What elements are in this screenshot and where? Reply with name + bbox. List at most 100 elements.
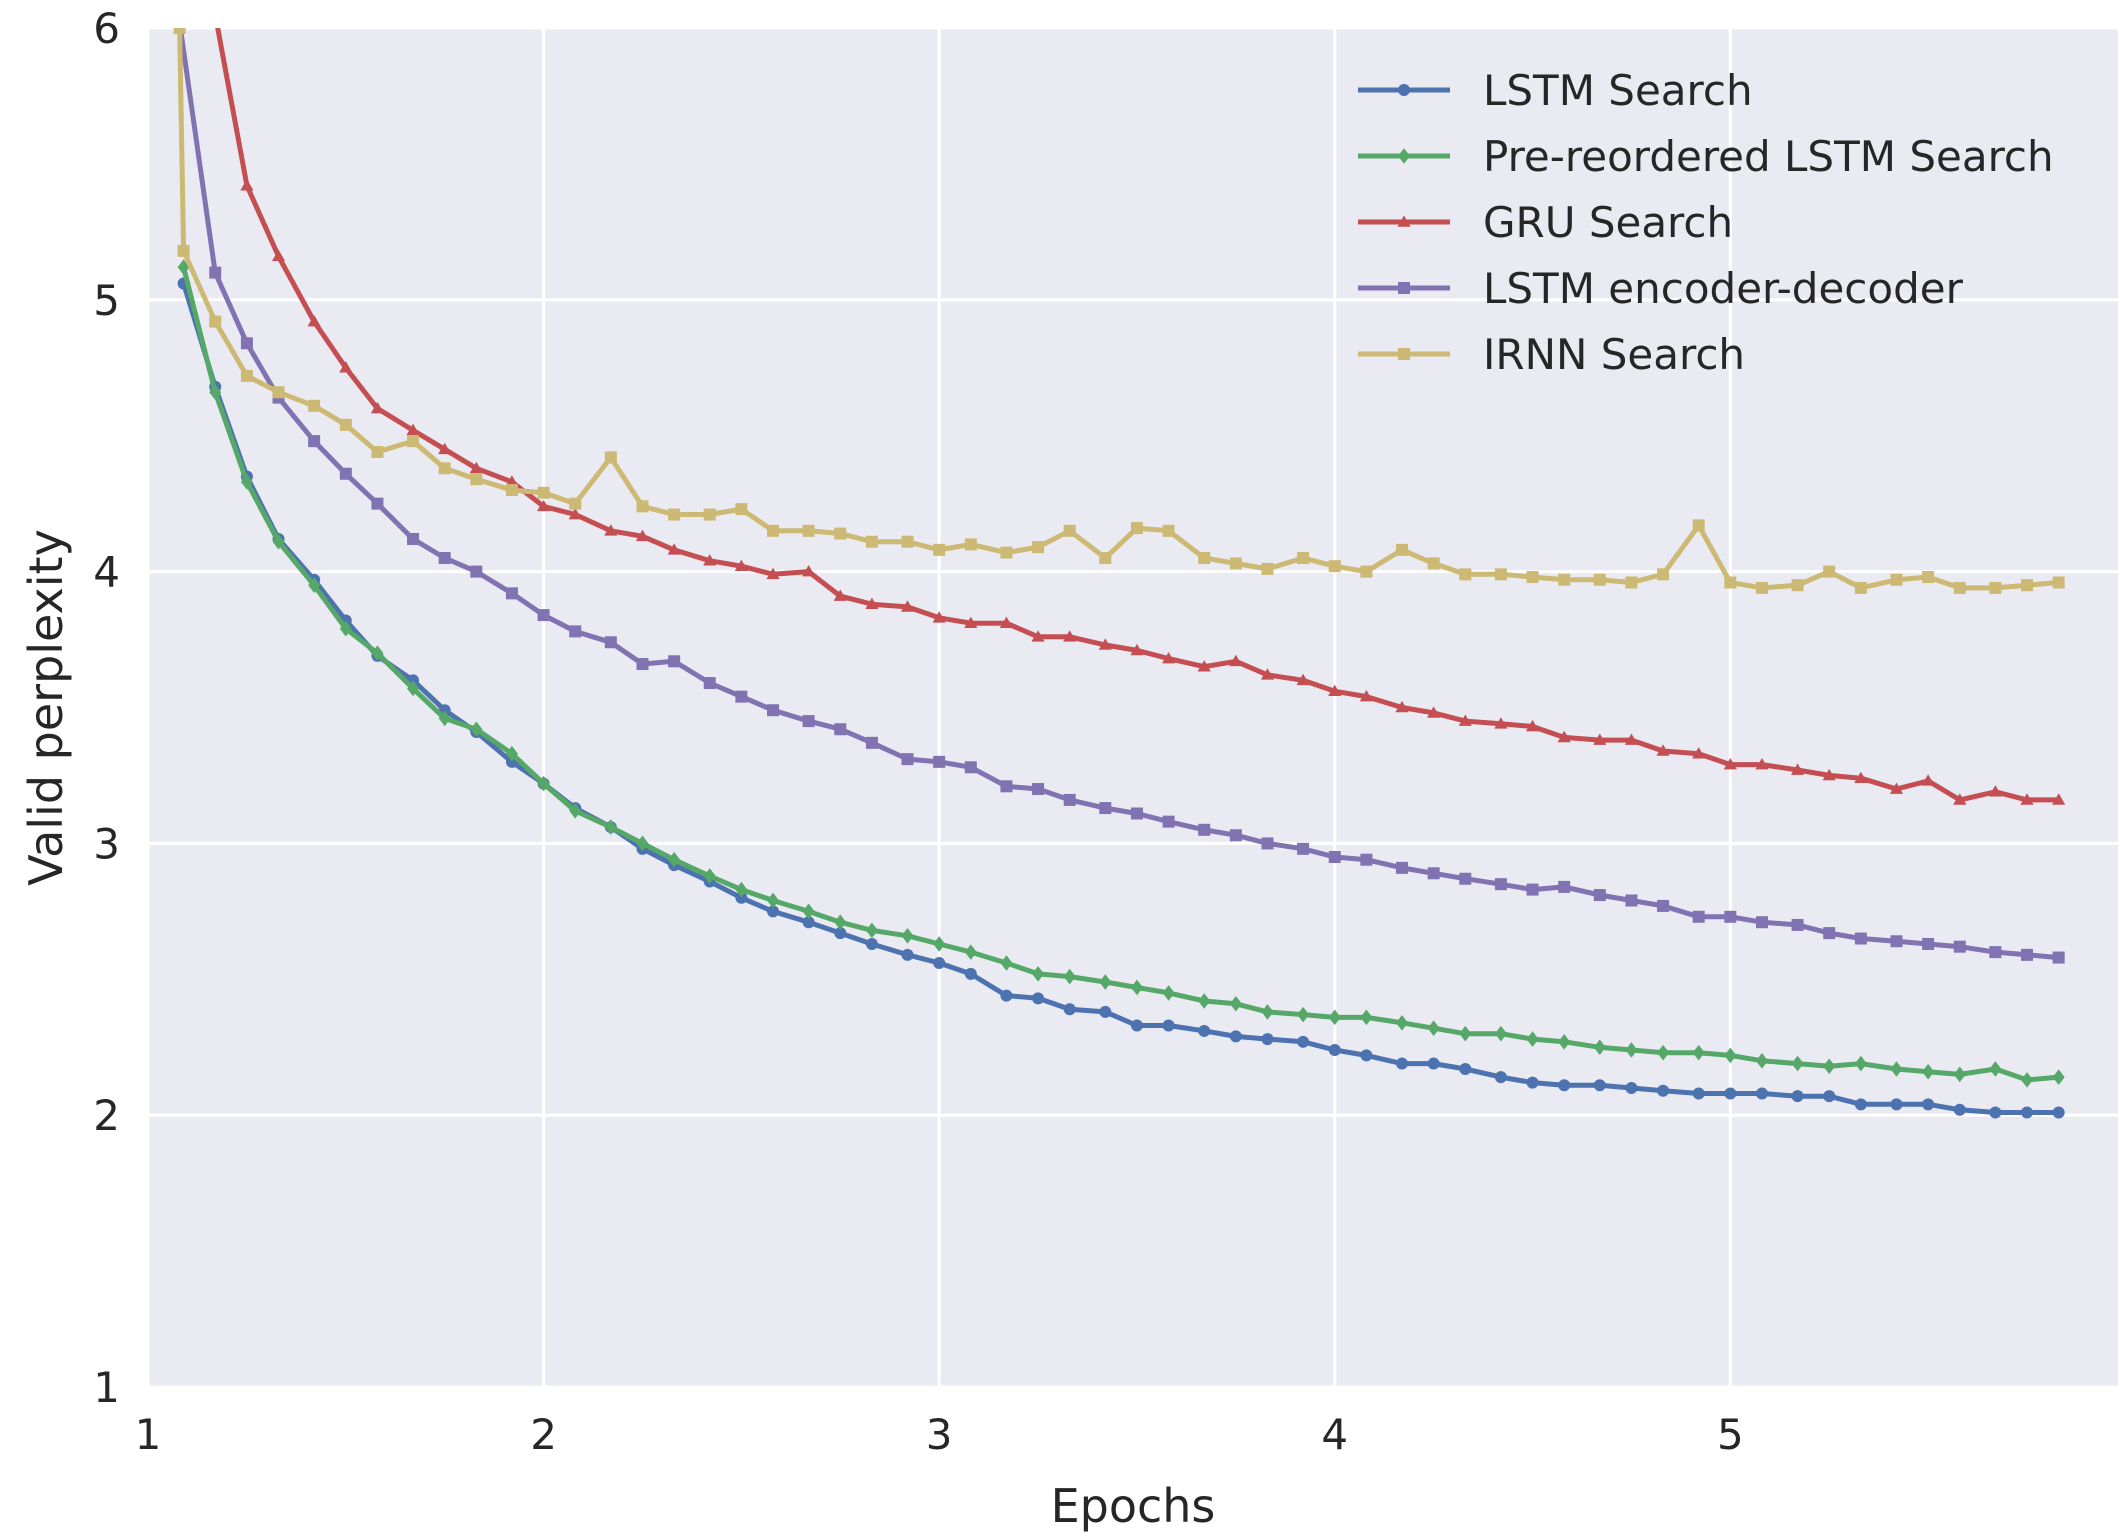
data-point	[1724, 1087, 1737, 1100]
data-point	[964, 761, 977, 774]
data-point	[1558, 880, 1571, 893]
data-point	[1890, 1061, 1903, 1077]
data-point	[407, 532, 420, 545]
data-point	[2052, 793, 2066, 805]
data-point	[636, 658, 649, 671]
data-point	[604, 819, 617, 835]
data-point	[505, 475, 519, 487]
legend-item: Pre-reordered LSTM Search	[1358, 132, 2054, 181]
data-point	[1953, 793, 1967, 805]
data-point	[2020, 793, 2034, 805]
data-point	[1063, 630, 1077, 642]
data-point	[1755, 1087, 1768, 1100]
data-point	[1755, 916, 1768, 929]
data-point	[865, 597, 879, 610]
data-point	[1099, 802, 1112, 815]
data-point	[703, 677, 716, 690]
data-point	[1229, 557, 1242, 570]
data-point	[1854, 1055, 1867, 1072]
data-point	[407, 435, 420, 448]
data-point	[1198, 993, 1211, 1009]
data-point	[636, 500, 649, 513]
data-point	[932, 611, 946, 623]
data-point	[1953, 940, 1966, 953]
data-point	[1063, 968, 1076, 985]
data-point	[1162, 1019, 1175, 1032]
data-point	[1427, 867, 1440, 880]
data-point	[1494, 717, 1508, 729]
data-point	[735, 690, 748, 703]
legend-label: Pre-reordered LSTM Search	[1483, 132, 2054, 181]
data-point	[1297, 1035, 1310, 1048]
data-point	[537, 775, 550, 792]
data-point	[569, 802, 582, 819]
data-point	[1494, 568, 1507, 581]
data-point	[469, 461, 483, 474]
data-point	[1755, 1053, 1768, 1069]
legend-label: GRU Search	[1483, 198, 1733, 247]
data-point	[1989, 1106, 2002, 1119]
series-line	[181, 282, 2059, 1115]
data-point	[1890, 573, 1903, 586]
data-point	[735, 503, 748, 516]
data-point	[1261, 562, 1274, 575]
data-point	[1130, 522, 1143, 535]
data-point	[1032, 541, 1045, 554]
data-point	[1328, 850, 1341, 863]
data-point	[470, 721, 483, 738]
data-point	[1657, 1044, 1670, 1061]
data-point	[802, 903, 815, 920]
data-point	[1790, 763, 1805, 775]
x-axis-title: Epochs	[1051, 1479, 1216, 1533]
data-point	[1791, 918, 1804, 931]
data-point	[2021, 1072, 2034, 1088]
data-point	[865, 535, 878, 548]
data-point	[901, 928, 914, 944]
data-point	[1558, 573, 1571, 586]
data-point	[1854, 1098, 1867, 1111]
data-point	[308, 577, 321, 593]
series-line	[177, 28, 2059, 961]
data-point	[1724, 910, 1737, 923]
data-point	[1593, 889, 1606, 902]
data-point	[536, 499, 551, 512]
data-point	[308, 399, 321, 412]
data-point	[1395, 861, 1408, 874]
data-point	[604, 451, 617, 464]
data-point	[1032, 992, 1045, 1005]
data-point	[668, 508, 681, 521]
data-point	[240, 179, 254, 191]
data-point	[933, 936, 946, 952]
data-point	[209, 266, 222, 279]
data-point	[865, 736, 878, 749]
data-point	[735, 881, 748, 898]
data-point	[1526, 883, 1539, 896]
data-point	[505, 745, 518, 762]
data-point	[371, 497, 384, 510]
data-point	[1953, 1103, 1966, 1116]
y-tick-label: 3	[93, 819, 120, 868]
data-point	[802, 565, 816, 577]
data-point	[1198, 552, 1211, 565]
data-point	[1724, 1047, 1737, 1064]
legend-marker	[1398, 348, 1410, 360]
data-point	[1162, 524, 1175, 537]
series-pre-reordered-lstm-search	[177, 259, 2065, 1088]
data-point	[1229, 654, 1243, 667]
data-point	[1459, 1025, 1472, 1042]
y-tick-label: 2	[93, 1091, 120, 1140]
data-point	[1723, 757, 1737, 770]
data-point	[1823, 1090, 1836, 1103]
data-point	[438, 710, 451, 727]
data-point	[1359, 690, 1373, 702]
data-point	[734, 559, 748, 571]
data-point	[1526, 1031, 1539, 1047]
data-point	[2052, 1106, 2065, 1119]
data-point	[537, 609, 550, 622]
data-point	[1526, 1076, 1539, 1089]
data-point	[1922, 1098, 1935, 1111]
legend-label: IRNN Search	[1483, 330, 1745, 379]
y-tick-label: 1	[93, 1363, 120, 1412]
data-point	[339, 467, 352, 480]
